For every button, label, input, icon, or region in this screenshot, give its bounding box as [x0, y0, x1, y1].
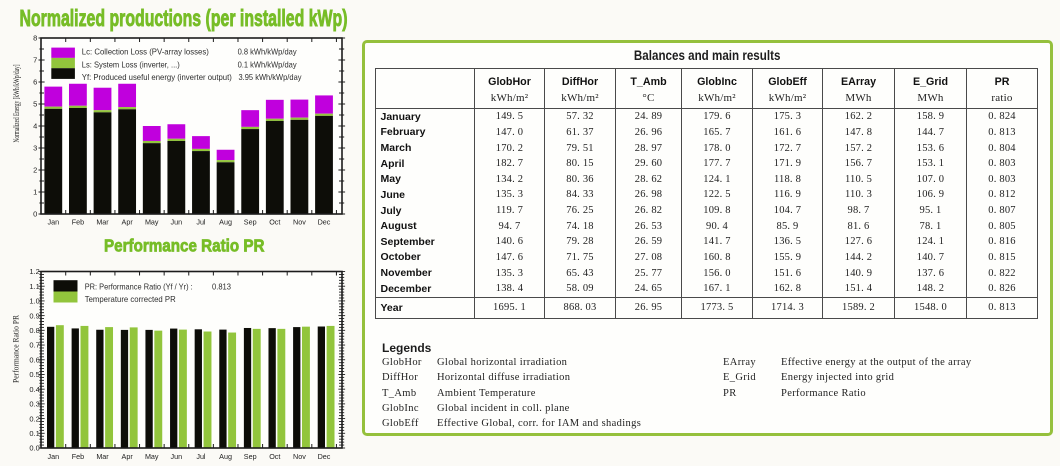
svg-text:6: 6	[33, 78, 37, 87]
svg-text:Performance Ratio PR: Performance Ratio PR	[104, 235, 265, 255]
svg-text:8: 8	[33, 34, 37, 43]
svg-text:Mar: Mar	[96, 218, 109, 227]
svg-text:Oct: Oct	[269, 218, 280, 227]
svg-text:Yf: Produced useful energy (i: Yf: Produced useful energy (inverter out…	[82, 72, 232, 82]
svg-text:0.3: 0.3	[29, 400, 39, 409]
svg-text:Apr: Apr	[122, 452, 134, 461]
svg-text:Jul: Jul	[196, 452, 206, 461]
svg-text:Jul: Jul	[196, 218, 206, 227]
svg-text:Feb: Feb	[72, 218, 84, 227]
svg-text:Dec: Dec	[318, 218, 331, 227]
svg-text:Jan: Jan	[48, 218, 60, 227]
svg-text:Nov: Nov	[293, 452, 306, 461]
svg-text:May: May	[145, 452, 159, 461]
svg-text:1.2: 1.2	[29, 267, 39, 276]
svg-text:0.1: 0.1	[29, 429, 39, 438]
svg-text:Ls: System Loss (inverter, ..: Ls: System Loss (inverter, ...)	[82, 59, 180, 69]
svg-text:3.95 kWh/kWp/day: 3.95 kWh/kWp/day	[239, 72, 303, 82]
svg-text:Oct: Oct	[269, 452, 280, 461]
svg-text:0.8: 0.8	[29, 326, 39, 335]
svg-text:Normalized Energy [kWh/kWp/day: Normalized Energy [kWh/kWp/day]	[11, 64, 21, 142]
svg-text:7: 7	[33, 56, 37, 65]
svg-text:Feb: Feb	[72, 452, 84, 461]
svg-text:Jun: Jun	[171, 452, 183, 461]
svg-text:Jun: Jun	[171, 218, 183, 227]
svg-text:1.0: 1.0	[29, 297, 39, 306]
svg-text:Jan: Jan	[48, 452, 60, 461]
svg-text:0.0: 0.0	[29, 444, 39, 453]
svg-text:Mar: Mar	[96, 452, 109, 461]
svg-text:Dec: Dec	[318, 452, 331, 461]
svg-text:2: 2	[33, 166, 37, 175]
svg-text:0.813: 0.813	[212, 281, 231, 291]
svg-text:Aug: Aug	[219, 452, 232, 461]
svg-text:0.6: 0.6	[29, 355, 39, 364]
svg-text:Sep: Sep	[244, 218, 257, 227]
svg-text:0.7: 0.7	[29, 341, 39, 350]
svg-text:PR: Performance Ratio (Yf / Yr: PR: Performance Ratio (Yf / Yr) :	[85, 281, 193, 291]
svg-text:1.1: 1.1	[29, 282, 39, 291]
svg-text:1: 1	[33, 188, 37, 197]
svg-text:Lc: Collection Loss (PV-array: Lc: Collection Loss (PV-array losses)	[82, 47, 209, 57]
svg-text:Normalized productions (per in: Normalized productions (per installed kW…	[20, 5, 348, 31]
svg-text:4: 4	[33, 122, 37, 131]
svg-text:0.8 kWh/kWp/day: 0.8 kWh/kWp/day	[238, 47, 298, 57]
svg-text:0: 0	[33, 210, 37, 219]
svg-text:Apr: Apr	[122, 218, 134, 227]
svg-text:0.5: 0.5	[29, 370, 39, 379]
svg-text:5: 5	[33, 100, 37, 109]
svg-text:Sep: Sep	[244, 452, 257, 461]
svg-text:0.9: 0.9	[29, 311, 39, 320]
svg-text:Aug: Aug	[219, 218, 232, 227]
svg-text:Nov: Nov	[293, 218, 306, 227]
svg-text:0.4: 0.4	[29, 385, 39, 394]
svg-text:0.2: 0.2	[29, 414, 39, 423]
svg-text:Performance Ratio PR: Performance Ratio PR	[11, 315, 21, 383]
svg-text:3: 3	[33, 144, 37, 153]
svg-text:Temperature corrected PR: Temperature corrected PR	[85, 294, 176, 304]
svg-text:0.1 kWh/kWp/day: 0.1 kWh/kWp/day	[238, 59, 298, 69]
svg-text:May: May	[145, 218, 159, 227]
